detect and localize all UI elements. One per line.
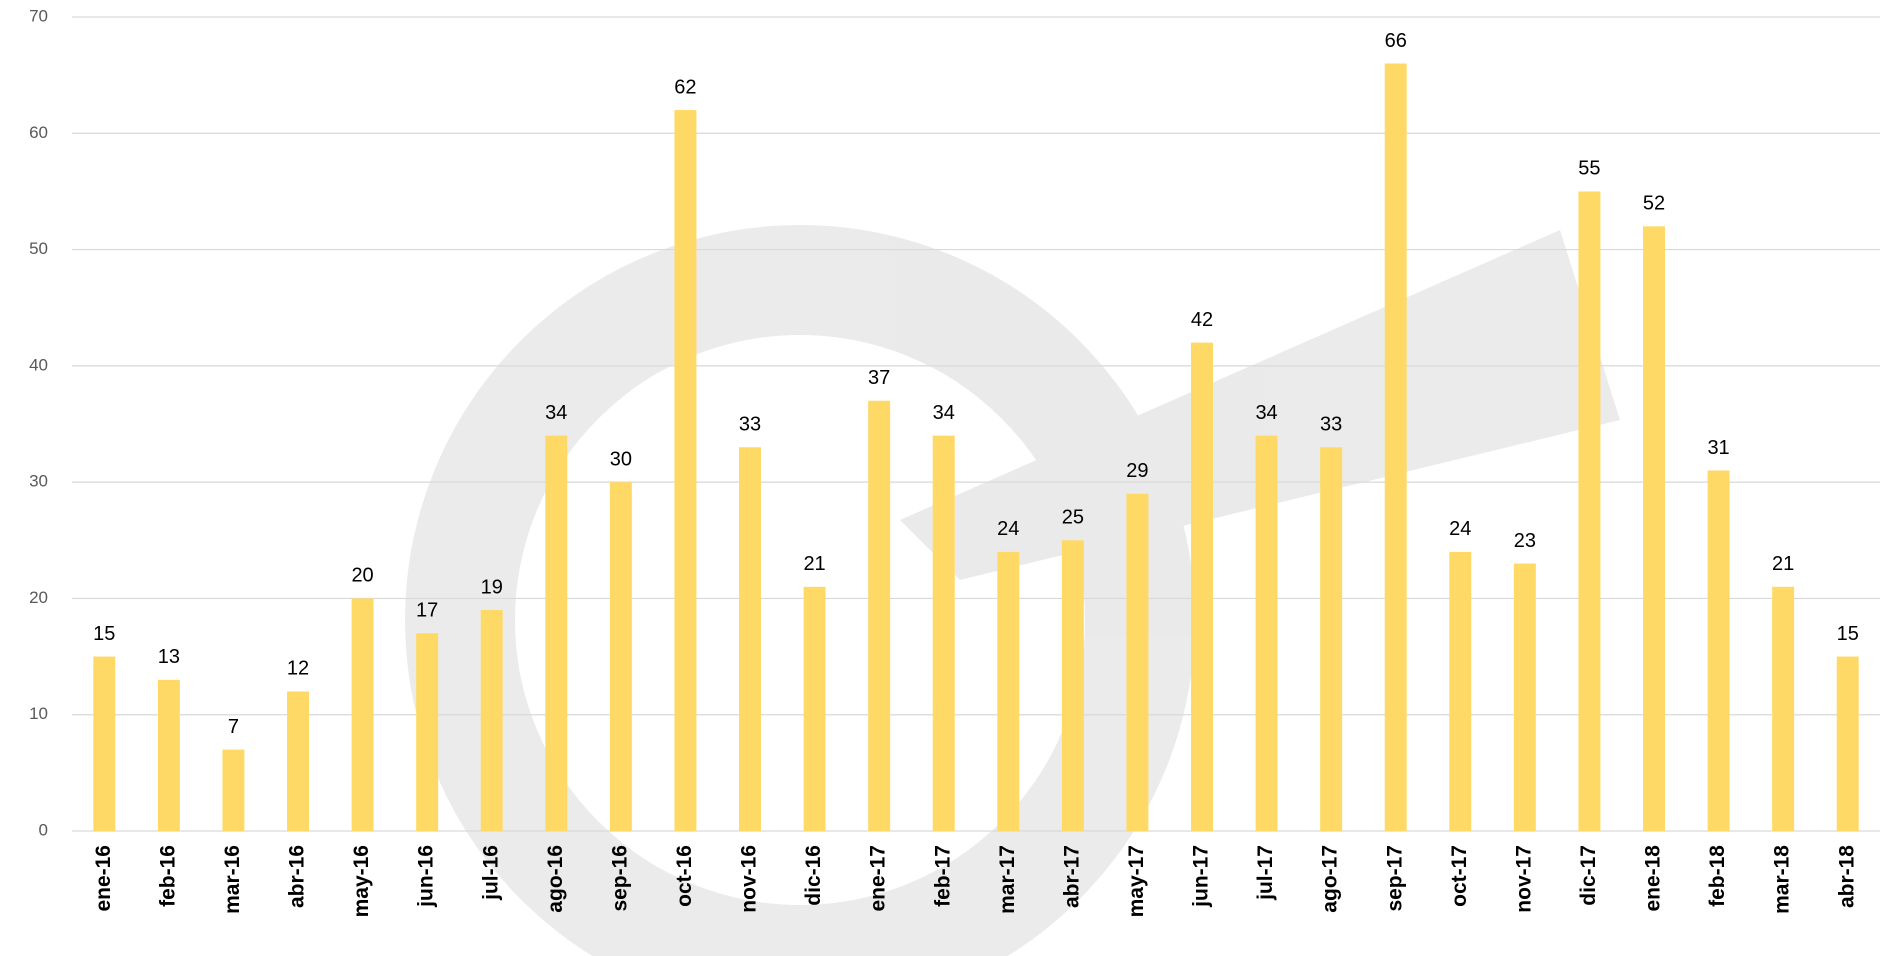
bar xyxy=(1385,64,1407,831)
data-label: 66 xyxy=(1385,30,1407,52)
data-label: 21 xyxy=(1772,553,1794,575)
data-label: 25 xyxy=(1062,507,1084,529)
y-tick-label: 30 xyxy=(29,472,48,491)
bar xyxy=(352,598,374,831)
bar xyxy=(481,610,503,831)
x-tick-label: ago-17 xyxy=(1319,845,1342,913)
bar xyxy=(1708,471,1730,831)
bar xyxy=(933,436,955,831)
bar xyxy=(674,110,696,831)
x-tick-label: ene-18 xyxy=(1642,845,1665,912)
bar xyxy=(804,587,826,831)
x-tick-label: jul-17 xyxy=(1254,845,1277,901)
x-tick-label: mar-17 xyxy=(996,845,1019,914)
data-label: 34 xyxy=(545,402,567,424)
watermark xyxy=(460,230,1620,956)
data-label: 13 xyxy=(158,646,180,668)
data-label: 37 xyxy=(868,367,890,389)
data-label: 31 xyxy=(1707,437,1729,459)
data-label: 62 xyxy=(674,76,696,98)
data-label: 30 xyxy=(610,448,632,470)
bar xyxy=(416,633,438,831)
data-label: 55 xyxy=(1578,158,1600,180)
bar xyxy=(1062,540,1084,831)
x-tick-label: oct-16 xyxy=(673,845,696,907)
data-label: 33 xyxy=(739,414,761,436)
data-label: 21 xyxy=(803,553,825,575)
data-label: 23 xyxy=(1514,530,1536,552)
data-label: 15 xyxy=(1837,623,1859,645)
x-tick-label: ago-16 xyxy=(544,845,567,913)
data-label: 24 xyxy=(997,518,1019,540)
x-tick-label: mar-16 xyxy=(221,845,244,914)
bar xyxy=(1837,657,1859,831)
bar xyxy=(545,436,567,831)
x-tick-label: dic-16 xyxy=(802,845,825,906)
x-tick-label: abr-18 xyxy=(1835,845,1858,908)
data-label: 29 xyxy=(1126,460,1148,482)
y-tick-label: 60 xyxy=(29,123,48,142)
x-tick-label: mar-18 xyxy=(1771,845,1794,914)
y-tick-label: 70 xyxy=(29,6,48,25)
x-tick-label: feb-16 xyxy=(156,845,179,907)
x-tick-label: jun-16 xyxy=(415,845,438,908)
y-tick-label: 50 xyxy=(29,239,48,258)
bar xyxy=(93,657,115,831)
bar xyxy=(1320,447,1342,831)
x-tick-label: dic-17 xyxy=(1577,845,1600,906)
bar xyxy=(739,447,761,831)
x-tick-label: sep-17 xyxy=(1383,845,1406,912)
data-label: 7 xyxy=(228,716,239,738)
x-tick-label: abr-17 xyxy=(1060,845,1083,908)
data-label: 19 xyxy=(481,576,503,598)
x-tick-label: may-16 xyxy=(350,845,373,917)
data-label: 34 xyxy=(1255,402,1277,424)
data-label: 15 xyxy=(93,623,115,645)
bar xyxy=(158,680,180,831)
x-tick-label: abr-16 xyxy=(286,845,309,908)
bar xyxy=(1126,494,1148,831)
y-tick-label: 0 xyxy=(39,820,48,839)
y-tick-label: 20 xyxy=(29,588,48,607)
x-tick-label: nov-17 xyxy=(1512,845,1535,913)
x-tick-label: oct-17 xyxy=(1448,845,1471,907)
x-tick-label: jun-17 xyxy=(1190,845,1213,908)
data-label: 52 xyxy=(1643,193,1665,215)
data-label: 12 xyxy=(287,658,309,680)
bar xyxy=(287,691,309,831)
data-label: 20 xyxy=(351,565,373,587)
chart: 0 10 20 30 40 50 60 70 ene-16 15 feb-16 13 mar-16 7 ab… xyxy=(0,0,1886,956)
x-tick-label: jul-16 xyxy=(479,845,502,901)
bar xyxy=(1256,436,1278,831)
data-label: 33 xyxy=(1320,414,1342,436)
bar xyxy=(868,401,890,831)
x-tick-label: feb-18 xyxy=(1706,845,1729,907)
data-label: 17 xyxy=(416,600,438,622)
x-tick-label: feb-17 xyxy=(931,845,954,907)
bar xyxy=(1772,587,1794,831)
x-tick-label: ene-17 xyxy=(867,845,890,912)
bar xyxy=(997,552,1019,831)
x-tick-label: ene-16 xyxy=(92,845,115,912)
bar xyxy=(1643,226,1665,831)
x-tick-label: may-17 xyxy=(1125,845,1148,917)
bar xyxy=(1578,191,1600,831)
data-label: 42 xyxy=(1191,309,1213,331)
y-tick-label: 10 xyxy=(29,704,48,723)
bar xyxy=(610,482,632,831)
y-tick-label: 40 xyxy=(29,355,48,374)
bar xyxy=(222,750,244,831)
data-label: 24 xyxy=(1449,518,1471,540)
x-tick-label: nov-16 xyxy=(738,845,761,913)
bar xyxy=(1191,343,1213,831)
x-tick-label: sep-16 xyxy=(608,845,631,912)
bar xyxy=(1449,552,1471,831)
data-label: 34 xyxy=(933,402,955,424)
bar xyxy=(1514,564,1536,831)
